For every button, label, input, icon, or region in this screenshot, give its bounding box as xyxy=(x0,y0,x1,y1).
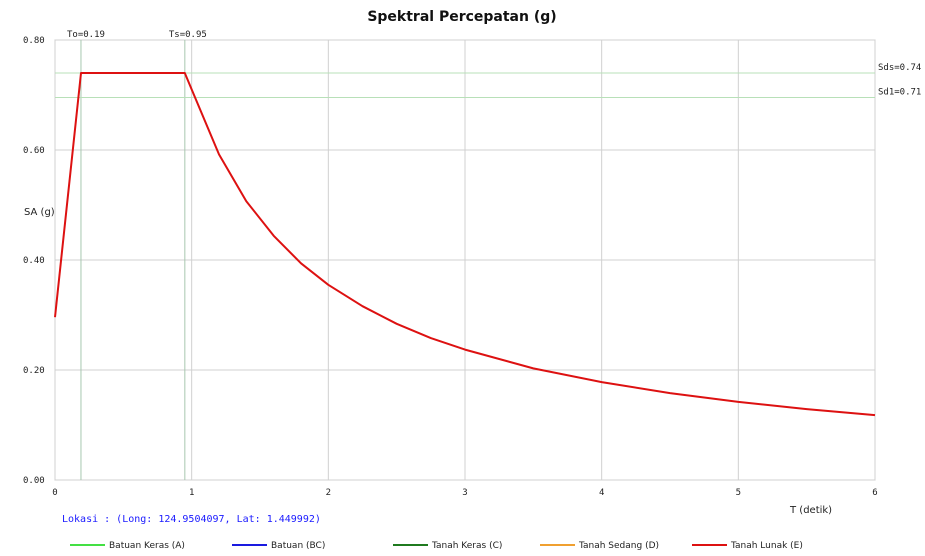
series-lines xyxy=(54,72,876,417)
legend-label: Tanah Lunak (E) xyxy=(730,541,803,551)
horizontal-reference-label: Sds=0.74 xyxy=(878,63,921,73)
y-tick-label: 0.80 xyxy=(23,36,45,46)
legend: Batuan Keras (A) Batuan (BC) Tanah Keras (… xyxy=(70,541,803,551)
legend-label: Tanah Sedang (D) xyxy=(578,541,659,551)
y-axis-label: SA (g) xyxy=(24,207,55,218)
legend-label: Tanah Keras (C) xyxy=(431,541,502,551)
vertical-reference-label: To=0.19 xyxy=(67,30,105,40)
y-axis-ticks: 0.00 0.20 0.40 0.60 0.80 xyxy=(23,36,45,486)
grid-lines xyxy=(54,39,876,481)
location-text: Lokasi : (Long: 124.9504097, Lat: 1.4499… xyxy=(62,514,321,525)
chart-title: Spektral Percepatan (g) xyxy=(367,9,556,25)
y-tick-label: 0.60 xyxy=(23,146,45,156)
y-tick-label: 0.20 xyxy=(23,366,45,376)
x-tick-label: 0 xyxy=(52,488,57,498)
x-axis-label: T (detik) xyxy=(789,505,832,516)
series-line-tanah-lunak xyxy=(54,72,876,417)
x-axis-ticks: 0 1 2 3 4 5 6 xyxy=(52,488,877,498)
x-tick-label: 2 xyxy=(326,488,331,498)
x-tick-label: 6 xyxy=(872,488,877,498)
x-tick-label: 5 xyxy=(736,488,741,498)
horizontal-reference-label: Sd1=0.71 xyxy=(878,88,921,98)
legend-label: Batuan Keras (A) xyxy=(109,541,185,551)
reference-lines: To=0.19 Ts=0.95 Sds=0.74 Sd1=0.71 xyxy=(55,30,921,480)
y-tick-label: 0.00 xyxy=(23,476,45,486)
x-tick-label: 1 xyxy=(189,488,194,498)
legend-label: Batuan (BC) xyxy=(271,541,325,551)
x-tick-label: 3 xyxy=(462,488,467,498)
x-tick-label: 4 xyxy=(599,488,604,498)
y-tick-label: 0.40 xyxy=(23,256,45,266)
vertical-reference-label: Ts=0.95 xyxy=(169,30,207,40)
